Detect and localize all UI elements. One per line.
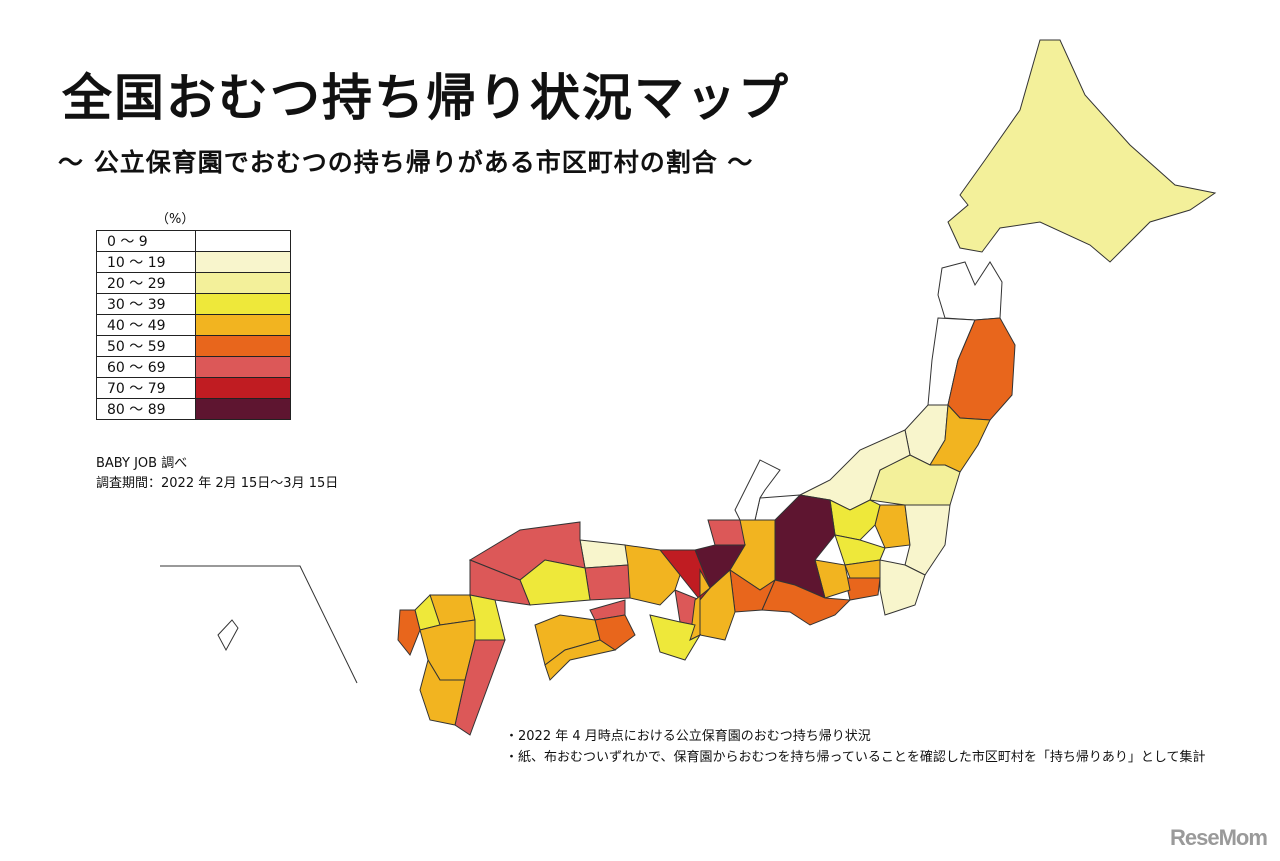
legend-row: 70 ～ 79 bbox=[96, 377, 291, 399]
prefecture-ibaraki bbox=[904, 504, 951, 576]
prefecture-fukushima bbox=[869, 454, 961, 506]
legend-swatch bbox=[195, 293, 291, 315]
legend-row: 10 ～ 19 bbox=[96, 251, 291, 273]
prefecture-chiba bbox=[879, 559, 926, 616]
legend-label: 50 ～ 59 bbox=[96, 335, 196, 357]
legend-swatch bbox=[195, 335, 291, 357]
okinawa-inset-border bbox=[160, 565, 358, 684]
survey-period: 調査期間：2022 年 2月 15日～3月 15日 bbox=[96, 476, 339, 491]
prefecture-nagasaki bbox=[397, 609, 421, 656]
prefecture-kagoshima bbox=[419, 658, 466, 726]
map-title: 全国おむつ持ち帰り状況マップ bbox=[62, 69, 790, 127]
prefecture-okayama bbox=[584, 564, 631, 601]
legend-swatch bbox=[195, 230, 291, 252]
prefecture-aomori bbox=[937, 261, 1003, 321]
map-subtitle: ～ 公立保育園でおむつの持ち帰りがある市区町村の割合 ～ bbox=[58, 148, 754, 177]
prefecture-kochi bbox=[544, 639, 617, 681]
legend-row: 80 ～ 89 bbox=[96, 398, 291, 420]
legend-row: 30 ～ 39 bbox=[96, 293, 291, 315]
prefecture-shizuoka bbox=[761, 579, 852, 626]
source-label: BABY JOB 調べ bbox=[96, 456, 188, 471]
prefecture-miyazaki bbox=[454, 639, 506, 736]
prefecture-kanagawa bbox=[844, 577, 881, 601]
legend-swatch bbox=[195, 377, 291, 399]
resemom-logo: ReseMom bbox=[1170, 825, 1268, 850]
legend-label: 20 ～ 29 bbox=[96, 272, 196, 294]
prefecture-hokkaido bbox=[947, 39, 1217, 263]
prefecture-okinawa bbox=[217, 619, 239, 652]
prefecture-yamaguchi bbox=[469, 559, 531, 606]
legend-swatch bbox=[195, 398, 291, 420]
note-2: ・紙、布おむついずれかで、保育園からおむつを持ち帰っていることを確認した市区町村… bbox=[505, 750, 1206, 765]
legend-row: 40 ～ 49 bbox=[96, 314, 291, 336]
legend-row: 0 ～ 9 bbox=[96, 230, 291, 252]
legend-row: 60 ～ 69 bbox=[96, 356, 291, 378]
prefecture-tochigi bbox=[874, 504, 911, 549]
legend-unit: （%） bbox=[156, 212, 195, 227]
prefecture-tottori bbox=[579, 539, 629, 569]
legend-swatch bbox=[195, 356, 291, 378]
legend-label: 80 ～ 89 bbox=[96, 398, 196, 420]
legend: 0 ～ 9 10 ～ 19 20 ～ 29 30 ～ 39 40 ～ 49 50 ～ 59… bbox=[96, 230, 291, 420]
legend-row: 50 ～ 59 bbox=[96, 335, 291, 357]
note-1: ・2022 年 4 月時点における公立保育園のおむつ持ち帰り状況 bbox=[505, 729, 871, 744]
prefecture-wakayama bbox=[649, 614, 702, 661]
prefecture-saitama bbox=[834, 534, 886, 566]
